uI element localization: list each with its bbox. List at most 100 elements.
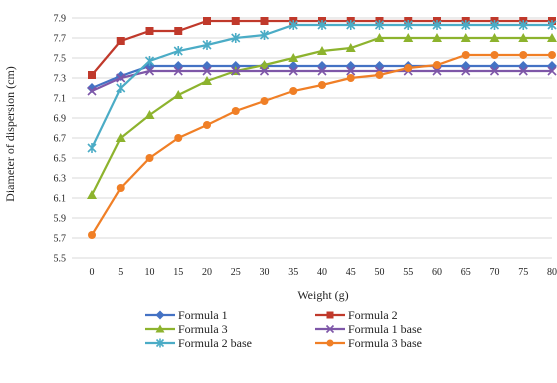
data-point-formula-2-base [518,20,528,30]
data-point-formula-2-base [259,30,270,40]
y-tick-label: 6.7 [54,134,67,145]
y-tick-label: 5.7 [54,234,67,245]
data-point-formula-1-base [288,66,298,76]
x-tick-label: 10 [145,267,155,278]
x-tick-label: 40 [317,267,327,278]
data-point-formula-3 [460,33,471,42]
legend-label: Formula 2 base [178,336,252,350]
data-point-formula-1 [460,61,471,71]
data-point-formula-2-base [288,20,298,30]
data-point-formula-1-base [346,66,356,76]
data-point-formula-1-base [547,66,557,76]
data-point-formula-1 [489,61,500,71]
data-point-formula-3 [259,60,270,69]
data-point-formula-2-base [202,40,212,50]
legend-marker [325,324,335,334]
data-point-formula-3 [518,33,529,42]
legend-label: Formula 1 base [348,322,422,336]
data-point-formula-3-base [548,51,556,59]
legend-label: Formula 3 base [348,336,422,350]
data-point-formula-1-base [461,66,471,76]
y-tick-label: 7.1 [54,94,67,105]
series-formula-3-base [88,51,556,239]
data-point-formula-1-base [173,66,183,76]
x-tick-label: 30 [260,267,270,278]
data-point-formula-1-base [518,66,528,76]
data-point-formula-3-base [404,64,413,72]
data-point-formula-1 [288,61,299,71]
data-point-formula-3 [317,46,327,55]
x-tick-label: 5 [118,267,123,278]
data-point-formula-1 [202,61,212,71]
data-point-formula-2-base [547,20,557,30]
legend-item-formula-1: Formula 1 [145,308,228,322]
data-point-formula-1-base [116,73,126,83]
data-point-formula-3-base [260,97,269,105]
data-point-formula-2 [260,17,269,25]
data-point-formula-1 [317,61,327,71]
x-tick-label: 0 [90,267,95,278]
data-point-formula-3-base [519,51,528,59]
data-point-formula-2-base [317,20,327,30]
y-tick-label: 5.9 [54,214,67,225]
x-tick-label: 55 [403,267,413,278]
y-tick-label: 6.1 [54,194,67,205]
data-point-formula-2-base [231,33,241,43]
legend-item-formula-2-base: Formula 2 base [145,336,252,350]
data-point-formula-3-base [289,87,298,95]
legend-marker [155,324,165,333]
data-point-formula-1-base [432,66,442,76]
x-tick-label: 65 [461,267,471,278]
data-point-formula-1-base [489,66,500,76]
x-tick-label: 75 [518,267,528,278]
data-point-formula-3-base [346,74,355,82]
data-point-formula-3 [432,33,442,42]
y-tick-label: 7.7 [54,34,67,45]
data-point-formula-3-base [145,154,154,162]
y-tick-label: 6.5 [54,154,67,165]
data-point-formula-1-base [231,66,241,76]
data-point-formula-2-base [403,20,413,30]
y-tick-label: 5.5 [54,254,67,265]
data-point-formula-2 [116,37,125,45]
data-point-formula-2-base [116,83,126,93]
data-point-formula-2 [203,17,211,25]
data-point-formula-3 [374,33,385,42]
data-point-formula-3 [202,76,212,85]
data-point-formula-2 [231,17,240,25]
data-point-formula-3-base [203,121,211,129]
legend-item-formula-3: Formula 3 [145,322,228,336]
data-point-formula-2 [174,27,183,35]
legend-marker [326,311,334,319]
data-point-formula-1-base [259,66,270,76]
data-point-formula-2 [88,71,96,79]
y-tick-label: 6.9 [54,114,67,125]
axes: Diameter of dispersion (cm) Weight (g) 5… [3,14,557,303]
data-point-formula-3 [547,33,557,42]
data-point-formula-3-base [375,71,384,79]
legend: Formula 1 Formula 2 Formula 3 Formula 1 bas… [145,308,422,350]
y-tick-label: 7.5 [54,54,67,65]
legend-label: Formula 2 [348,308,398,322]
legend-item-formula-2: Formula 2 [315,308,398,322]
data-point-formula-1-base [87,86,97,96]
data-point-formula-2-base [461,20,471,30]
data-point-formula-1-base [202,66,212,76]
data-point-formula-3 [403,33,414,42]
legend-item-formula-3-base: Formula 3 base [315,336,422,350]
x-tick-label: 25 [231,267,241,278]
y-axis-title: Diameter of dispersion (cm) [3,66,17,202]
x-tick-label: 80 [547,267,557,278]
x-tick-label: 45 [346,267,356,278]
x-tick-label: 70 [490,267,500,278]
series [87,17,557,239]
series-formula-3 [87,33,557,199]
data-point-formula-3-base [318,81,326,89]
data-point-formula-3-base [88,231,96,239]
data-point-formula-3-base [461,51,470,59]
data-point-formula-2-base [489,20,500,30]
legend-marker [155,338,165,348]
x-tick-label: 15 [173,267,183,278]
